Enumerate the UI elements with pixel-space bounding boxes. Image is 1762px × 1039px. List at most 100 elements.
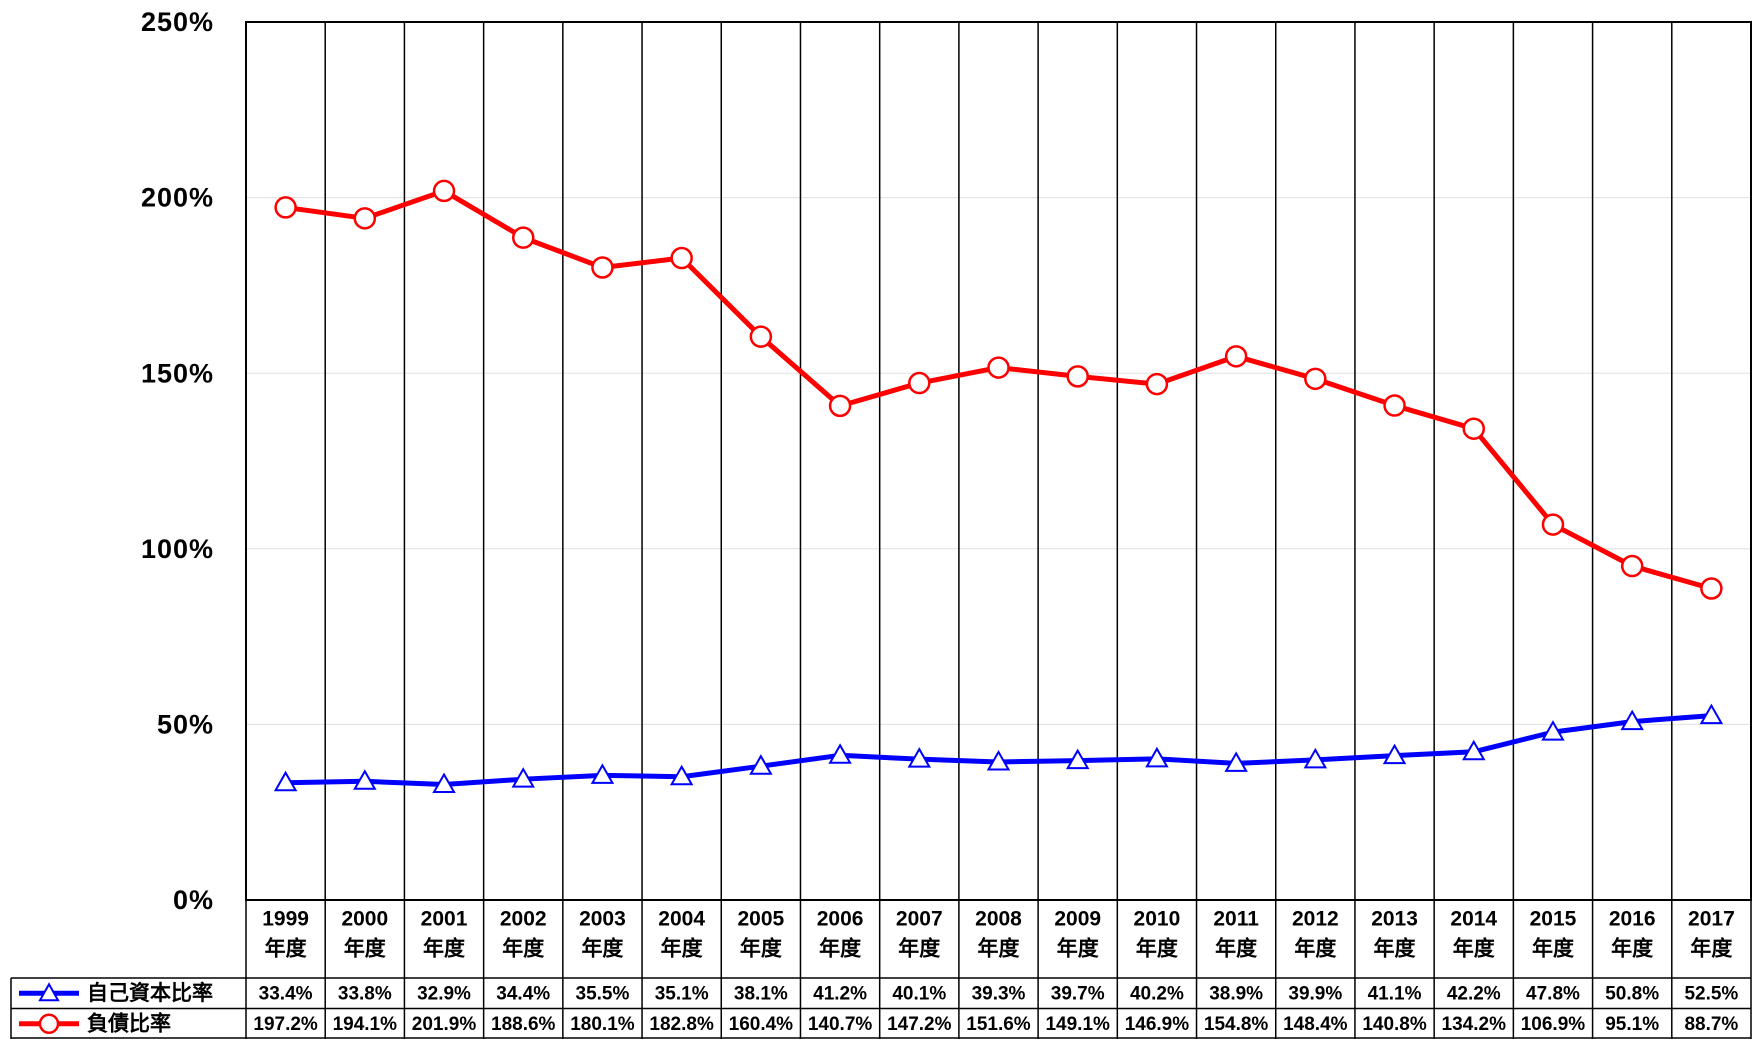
legend-marker <box>38 1013 60 1034</box>
point-marker <box>670 246 693 270</box>
x-tick-suffix: 年度 <box>661 937 703 961</box>
table-value: 147.2% <box>887 1014 952 1035</box>
x-tick-label: 2011 <box>1213 908 1259 931</box>
table-value: 146.9% <box>1125 1014 1190 1035</box>
table-value: 42.2% <box>1447 983 1501 1004</box>
table-value: 188.6% <box>491 1014 556 1035</box>
table-value: 38.9% <box>1209 983 1263 1004</box>
point-marker <box>1145 372 1169 396</box>
table-value: 134.2% <box>1442 1014 1507 1035</box>
x-tick-label: 2001 <box>421 908 468 931</box>
x-tick-label: 2012 <box>1292 908 1339 931</box>
x-tick-label: 2017 <box>1688 908 1735 931</box>
table-value: 148.4% <box>1283 1014 1348 1035</box>
point-marker <box>1382 743 1407 765</box>
table-value: 197.2% <box>253 1014 318 1035</box>
table-value: 140.8% <box>1362 1014 1427 1035</box>
table-value: 41.2% <box>813 983 867 1004</box>
point-marker <box>1462 739 1486 761</box>
x-tick-suffix: 年度 <box>1294 937 1336 961</box>
table-value: 151.6% <box>966 1014 1031 1035</box>
point-marker <box>511 767 535 788</box>
y-tick-label: 200% <box>141 183 214 213</box>
x-tick-suffix: 年度 <box>819 937 861 961</box>
point-marker <box>1462 417 1486 440</box>
table-value: 106.9% <box>1521 1014 1586 1035</box>
table-value: 47.8% <box>1526 983 1580 1004</box>
table-value: 40.2% <box>1130 983 1184 1004</box>
x-tick-suffix: 年度 <box>740 937 782 961</box>
table-value: 201.9% <box>412 1014 477 1035</box>
table-value: 180.1% <box>570 1014 635 1035</box>
point-marker <box>828 394 852 418</box>
x-tick-label: 2007 <box>896 908 943 931</box>
table-value: 88.7% <box>1684 1014 1738 1035</box>
y-tick-label: 50% <box>157 710 214 740</box>
point-marker <box>828 743 852 764</box>
x-tick-suffix: 年度 <box>344 937 386 961</box>
table-value: 35.5% <box>576 983 630 1004</box>
table-value: 194.1% <box>333 1014 398 1035</box>
x-tick-suffix: 年度 <box>1532 937 1574 961</box>
table-value: 41.1% <box>1368 983 1422 1004</box>
point-marker <box>1383 394 1406 417</box>
point-marker <box>1145 746 1169 768</box>
x-tick-label: 2014 <box>1450 908 1497 931</box>
plot-border <box>245 21 1752 901</box>
point-marker <box>591 256 614 279</box>
point-marker <box>1224 751 1248 772</box>
point-marker <box>1304 367 1327 391</box>
x-tick-label: 2006 <box>817 908 864 931</box>
x-tick-label: 2009 <box>1054 908 1101 931</box>
point-marker <box>1620 709 1644 731</box>
point-marker <box>432 179 456 203</box>
point-marker <box>669 764 694 786</box>
series-line <box>285 188 1713 591</box>
x-tick-label: 2005 <box>738 908 785 931</box>
x-tick-suffix: 年度 <box>1611 937 1653 961</box>
point-marker <box>749 754 773 775</box>
point-marker <box>986 749 1011 771</box>
point-marker <box>907 747 932 768</box>
point-marker <box>432 772 456 793</box>
x-tick-label: 1999 <box>262 908 309 931</box>
x-tick-suffix: 年度 <box>898 937 940 961</box>
table-value: 39.7% <box>1051 983 1105 1004</box>
x-tick-suffix: 年度 <box>1453 937 1495 961</box>
point-marker <box>987 356 1010 379</box>
table-value: 149.1% <box>1045 1014 1110 1035</box>
table-value: 33.4% <box>259 983 313 1004</box>
x-tick-suffix: 年度 <box>978 937 1020 961</box>
table-value: 39.9% <box>1288 983 1342 1004</box>
legend-label: 自己資本比率 <box>87 981 213 1005</box>
point-marker <box>511 226 535 249</box>
y-tick-label: 0% <box>173 885 214 915</box>
x-tick-suffix: 年度 <box>1057 937 1099 961</box>
table-value: 40.1% <box>892 983 946 1004</box>
legend-marker <box>38 982 60 1002</box>
point-marker <box>1541 720 1565 741</box>
x-tick-suffix: 年度 <box>1215 937 1257 961</box>
point-marker <box>1700 577 1723 600</box>
x-tick-label: 2003 <box>579 908 626 931</box>
x-tick-label: 2013 <box>1371 908 1418 931</box>
x-tick-label: 2000 <box>341 908 388 931</box>
table-value: 32.9% <box>417 983 471 1004</box>
y-tick-label: 100% <box>141 534 214 564</box>
x-tick-suffix: 年度 <box>423 937 465 961</box>
x-tick-suffix: 年度 <box>1374 937 1416 961</box>
table-value: 154.8% <box>1204 1014 1269 1035</box>
point-marker <box>353 769 377 790</box>
y-tick-label: 150% <box>141 358 214 388</box>
x-tick-label: 2008 <box>975 908 1022 931</box>
table-value: 39.3% <box>972 983 1026 1004</box>
point-marker <box>590 763 615 784</box>
legend-label: 負債比率 <box>87 1011 171 1035</box>
table-value: 52.5% <box>1684 983 1738 1004</box>
point-marker <box>273 770 298 792</box>
table-value: 33.8% <box>338 983 392 1004</box>
table-value: 182.8% <box>649 1014 714 1035</box>
x-tick-suffix: 年度 <box>1136 937 1178 961</box>
x-tick-suffix: 年度 <box>502 937 544 961</box>
table-value: 38.1% <box>734 983 788 1004</box>
